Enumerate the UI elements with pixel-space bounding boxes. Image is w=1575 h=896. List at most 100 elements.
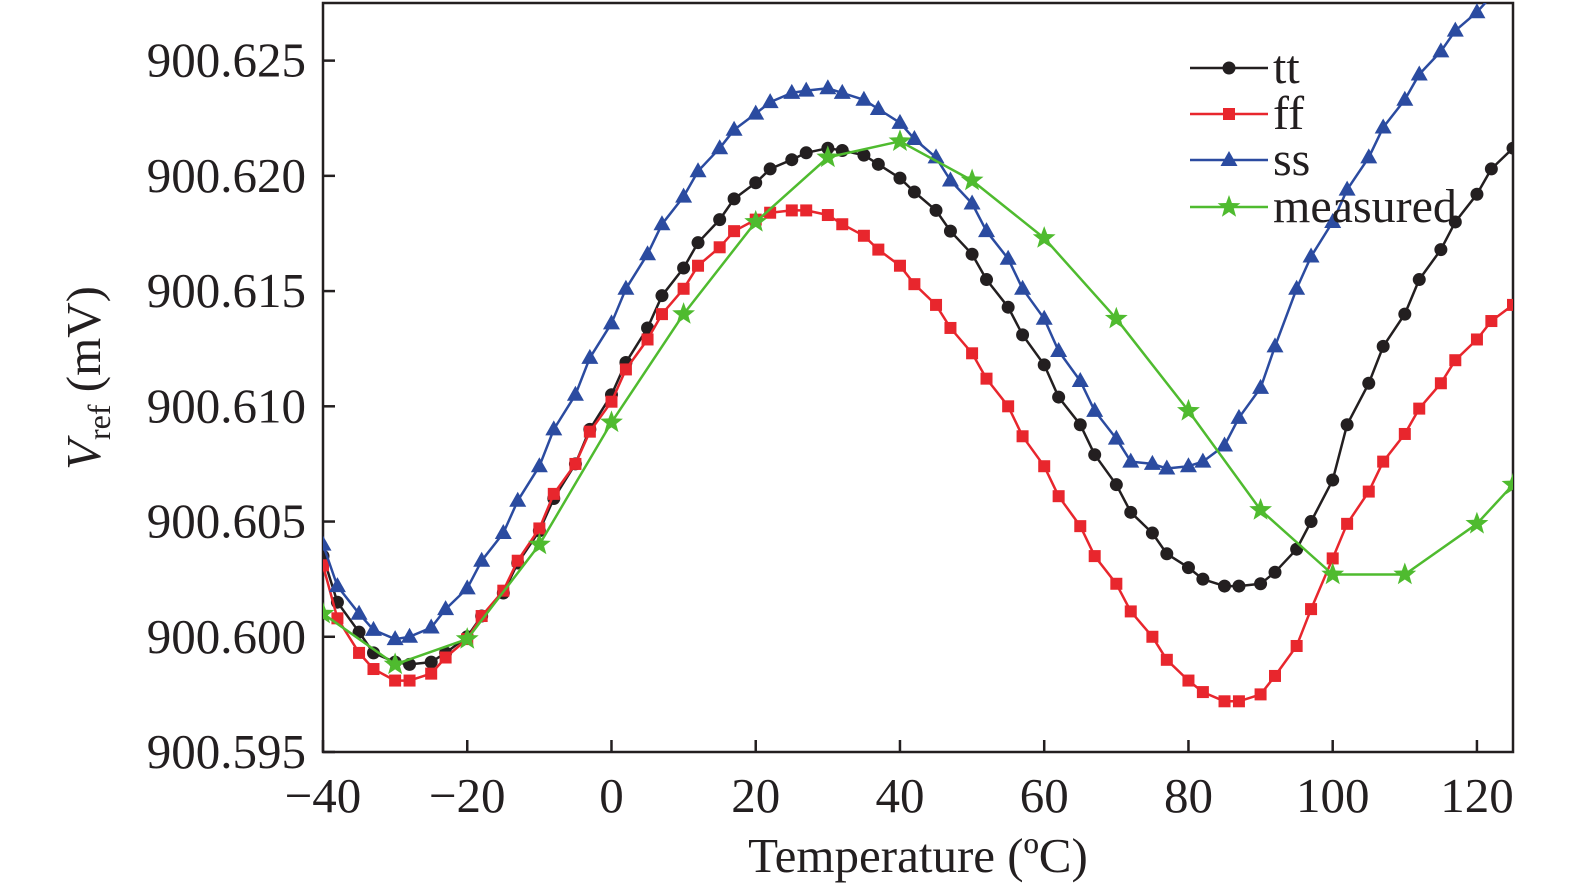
y-tick-label: 900.595 bbox=[147, 724, 306, 779]
data-point-ff bbox=[1038, 460, 1051, 473]
series-ss bbox=[323, 3, 1487, 646]
data-point-ff bbox=[1016, 430, 1029, 443]
data-point-tt bbox=[366, 646, 380, 660]
data-point-ff bbox=[1326, 552, 1339, 565]
data-point-ss bbox=[819, 79, 837, 95]
data-point-tt bbox=[1001, 300, 1015, 314]
y-axis-title-unit: (mV) bbox=[56, 286, 111, 404]
data-point-ff bbox=[1182, 674, 1195, 687]
data-point-ss bbox=[1266, 337, 1284, 353]
data-point-ss bbox=[386, 630, 404, 646]
data-point-measured bbox=[1321, 562, 1345, 585]
data-point-ff bbox=[1074, 520, 1087, 533]
plot-frame bbox=[321, 1, 1515, 754]
data-point-tt bbox=[1448, 215, 1462, 229]
y-tick-label: 900.625 bbox=[147, 33, 306, 88]
data-point-ss bbox=[350, 604, 368, 620]
data-point-measured bbox=[600, 410, 623, 433]
data-point-ss bbox=[617, 279, 635, 295]
data-point-ss bbox=[891, 113, 909, 129]
data-point-tt bbox=[763, 162, 777, 176]
data-point-ff bbox=[1434, 377, 1447, 390]
x-tick-label: 120 bbox=[1440, 768, 1514, 823]
data-point-ff bbox=[785, 204, 798, 217]
data-point-tt bbox=[1037, 358, 1051, 372]
data-point-ss bbox=[711, 139, 729, 155]
data-point-tt bbox=[1434, 243, 1448, 257]
data-point-ss bbox=[1014, 279, 1032, 295]
data-point-tt bbox=[1268, 565, 1282, 579]
data-point-ff bbox=[821, 209, 834, 222]
x-tick-label: −20 bbox=[429, 768, 506, 823]
data-point-ff bbox=[944, 321, 957, 334]
data-point-tt bbox=[980, 273, 994, 287]
legend-item-tt: tt bbox=[1190, 41, 1300, 94]
data-point-tt bbox=[1160, 547, 1174, 561]
data-point-ss bbox=[602, 314, 620, 330]
data-point-measured bbox=[1104, 306, 1128, 329]
data-point-measured bbox=[1249, 498, 1272, 520]
x-tick-label: 20 bbox=[731, 768, 780, 823]
data-point-tt bbox=[943, 224, 957, 238]
data-point-tt bbox=[749, 176, 763, 190]
legend-label: tt bbox=[1273, 41, 1300, 94]
data-point-ff bbox=[1146, 630, 1159, 643]
data-point-ss bbox=[422, 618, 440, 634]
data-point-ff bbox=[1269, 669, 1281, 682]
data-point-tt bbox=[965, 247, 979, 261]
data-point-ff bbox=[439, 651, 452, 664]
y-tick-label: 900.620 bbox=[147, 148, 306, 203]
data-point-tt bbox=[1304, 515, 1318, 529]
x-tick-label: 40 bbox=[875, 768, 924, 823]
data-point-tt bbox=[857, 148, 871, 162]
data-point-tt bbox=[655, 289, 669, 303]
x-tick-label: 60 bbox=[1020, 768, 1069, 823]
data-point-ff bbox=[403, 674, 416, 687]
data-point-ff bbox=[930, 298, 943, 311]
data-point-tt bbox=[1254, 577, 1268, 591]
data-point-ff bbox=[1470, 333, 1483, 346]
data-point-measured bbox=[960, 168, 984, 191]
data-point-ss bbox=[1230, 408, 1248, 424]
data-point-ss bbox=[581, 348, 599, 364]
data-point-measured bbox=[528, 532, 551, 555]
data-point-ff bbox=[1485, 315, 1498, 328]
data-point-measured bbox=[383, 652, 407, 675]
data-point-ff bbox=[1124, 605, 1137, 618]
data-point-ff bbox=[980, 372, 993, 385]
data-point-tt bbox=[871, 157, 885, 171]
data-point-ff bbox=[583, 425, 596, 438]
legend-marker-tt bbox=[1222, 61, 1236, 75]
data-point-ff bbox=[1305, 603, 1318, 616]
data-point-tt bbox=[1506, 141, 1513, 155]
data-point-ss bbox=[833, 83, 851, 99]
x-tick-label: 0 bbox=[599, 768, 624, 823]
data-point-ss bbox=[941, 171, 959, 187]
data-point-ff bbox=[389, 674, 402, 687]
data-point-ff bbox=[1218, 695, 1231, 708]
y-tick-label: 900.605 bbox=[147, 494, 306, 549]
x-tick-label: 80 bbox=[1164, 768, 1213, 823]
data-point-tt bbox=[691, 236, 705, 250]
data-point-ff bbox=[1413, 402, 1426, 415]
data-point-ff bbox=[677, 282, 690, 295]
data-point-tt bbox=[1124, 505, 1138, 519]
data-point-tt bbox=[1052, 390, 1066, 404]
data-point-ff bbox=[1088, 550, 1101, 563]
data-point-ff bbox=[872, 243, 885, 256]
data-point-tt bbox=[1326, 473, 1340, 487]
legend-label: ff bbox=[1273, 87, 1304, 140]
data-point-tt bbox=[1218, 579, 1232, 593]
data-point-ss bbox=[1216, 436, 1234, 452]
data-point-ss bbox=[797, 81, 815, 97]
data-point-ss bbox=[1338, 180, 1356, 196]
data-point-ss bbox=[869, 100, 887, 116]
data-point-ss bbox=[1122, 452, 1140, 468]
legend-label: ss bbox=[1273, 133, 1310, 186]
y-tick-label: 900.615 bbox=[147, 263, 306, 318]
data-point-ss bbox=[509, 491, 527, 507]
data-point-ss bbox=[725, 120, 743, 136]
data-point-ff bbox=[619, 363, 632, 376]
data-point-tt bbox=[1109, 478, 1123, 492]
data-point-ss bbox=[1071, 371, 1089, 387]
